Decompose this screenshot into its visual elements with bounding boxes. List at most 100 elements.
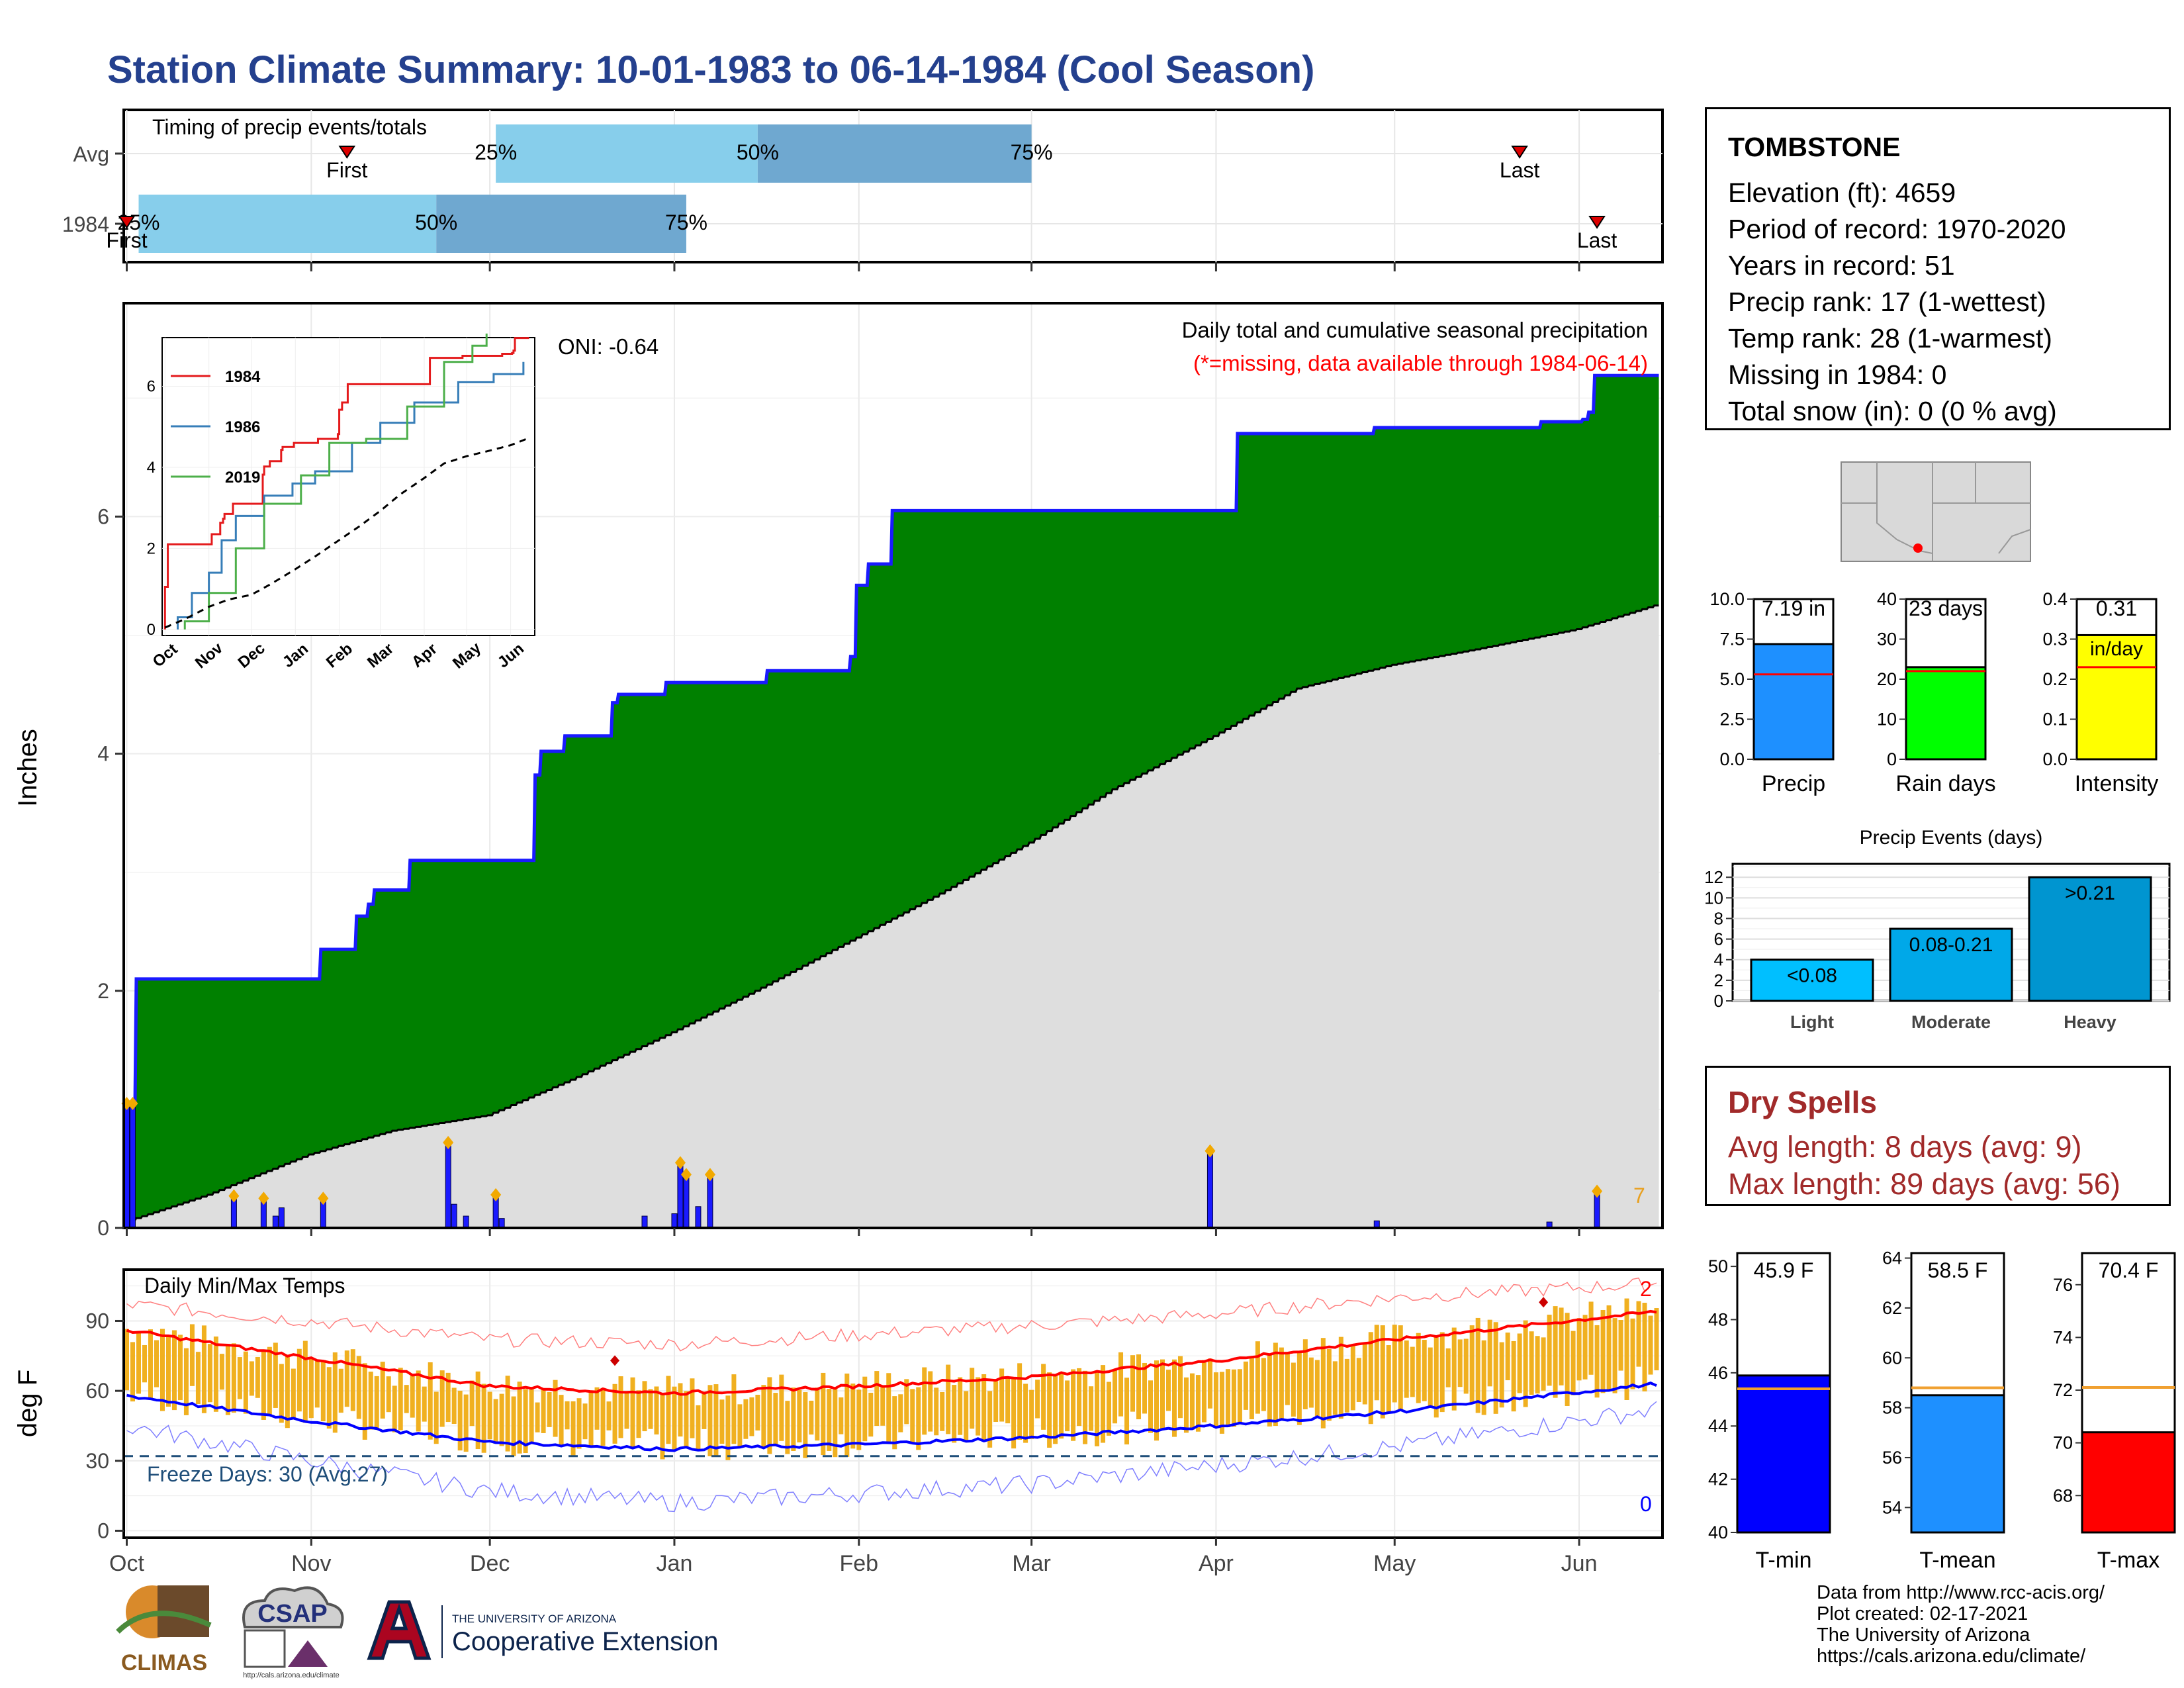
daily-temp-range-bar	[392, 1385, 397, 1432]
temp-summary-ytick-label: 62	[1882, 1298, 1902, 1318]
daily-temp-range-bar	[451, 1387, 457, 1425]
daily-temp-range-bar	[1326, 1348, 1332, 1421]
daily-temp-range-bar	[1011, 1378, 1017, 1449]
csap-logo: CSAP http://cals.arizona.edu/climate	[232, 1581, 351, 1680]
stat-ytick-label: 5.0	[1719, 669, 1745, 689]
daily-precip-bar	[695, 1206, 702, 1229]
daily-temp-range-bar	[553, 1380, 558, 1437]
daily-temp-range-bar	[261, 1350, 266, 1420]
events-bar	[2028, 876, 2152, 1002]
station-snow: Total snow (in): 0 (0 % avg)	[1728, 396, 2057, 426]
inset-avg-line	[164, 437, 529, 629]
daily-temp-range-bar	[1017, 1363, 1023, 1440]
daily-temp-range-bar	[946, 1364, 951, 1434]
daily-temp-range-bar	[1386, 1345, 1391, 1413]
events-category-label: Heavy	[2064, 1012, 2116, 1032]
daily-temp-range-bar	[255, 1356, 260, 1398]
daily-temp-range-bar	[678, 1383, 683, 1437]
daily-temp-range-bar	[1439, 1332, 1445, 1413]
daily-temp-range-bar	[624, 1391, 629, 1429]
daily-temp-range-bar	[1279, 1347, 1284, 1420]
daily-temp-range-bar	[1201, 1360, 1206, 1423]
record-min-line	[126, 1401, 1657, 1513]
daily-temp-range-bar	[356, 1356, 361, 1419]
daily-temp-range-bar	[1142, 1362, 1148, 1414]
temp-summary-label: T-min	[1756, 1548, 1812, 1573]
temp-xtick-label: Apr	[1199, 1551, 1234, 1576]
timing-bar-25-50	[496, 124, 758, 183]
daily-temp-range-bar	[1535, 1336, 1540, 1394]
record-temp-marker	[1539, 1297, 1549, 1308]
daily-temp-range-bar	[344, 1350, 349, 1407]
stat-ytick-label: 20	[1877, 669, 1897, 689]
temp-summary-ytick-label: 44	[1708, 1416, 1728, 1436]
daily-temp-range-bar	[1493, 1322, 1498, 1414]
daily-temp-range-bar	[535, 1402, 540, 1432]
record-temp-marker	[610, 1355, 620, 1366]
daily-temp-range-bar	[219, 1354, 224, 1390]
events-category-label: Moderate	[1911, 1012, 1991, 1032]
daily-temp-range-bar	[1559, 1307, 1564, 1385]
first-event-marker	[118, 216, 136, 229]
daily-temp-range-bar	[1350, 1344, 1355, 1411]
inset-series-line	[177, 361, 525, 630]
daily-temp-range-bar	[803, 1392, 808, 1458]
climas-logo-text: CLIMAS	[121, 1650, 207, 1675]
ua-logo-big: Cooperative Extension	[452, 1627, 718, 1656]
daily-precip-bar	[1206, 1150, 1213, 1229]
daily-temp-range-bar	[1588, 1301, 1594, 1375]
daily-temp-range-bar	[1261, 1358, 1266, 1411]
daily-temp-range-bar	[773, 1393, 778, 1446]
daily-temp-range-bar	[177, 1335, 183, 1401]
daily-temp-range-bar	[1362, 1343, 1367, 1405]
temp-summary-ytick-label: 56	[1882, 1448, 1902, 1468]
csap-logo-url: http://cals.arizona.edu/climate	[243, 1671, 340, 1679]
precip-ylabel: Inches	[13, 729, 42, 807]
page-title: Station Climate Summary: 10-01-1983 to 0…	[107, 48, 1315, 91]
daily-temp-range-bar	[976, 1377, 981, 1436]
temp-summary-ytick-label: 60	[1882, 1348, 1902, 1368]
timing-row-label: 1984	[62, 212, 109, 236]
daily-temp-range-bar	[499, 1393, 504, 1446]
daily-temp-range-bar	[779, 1374, 784, 1441]
daily-temp-range-bar	[1428, 1347, 1433, 1407]
daily-temp-range-bar	[612, 1383, 617, 1444]
daily-temp-range-bar	[183, 1348, 189, 1415]
temp-summary-ytick-label: 68	[2053, 1485, 2073, 1505]
daily-temp-range-bar	[570, 1401, 576, 1456]
daily-temp-range-bar	[1297, 1352, 1302, 1425]
daily-precip-bar	[278, 1207, 285, 1229]
timing-bar-25-50	[138, 195, 437, 253]
daily-temp-range-bar	[320, 1360, 326, 1422]
daily-temp-range-bar	[529, 1387, 534, 1444]
daily-temp-range-bar	[731, 1374, 737, 1444]
daily-temp-range-bar	[1344, 1358, 1349, 1413]
stat-bar-fill	[1905, 666, 1987, 761]
daily-temp-range-bar	[1511, 1340, 1516, 1412]
daily-temp-range-bar	[958, 1377, 963, 1435]
precip-annotation-missing: (*=missing, data available through 1984-…	[1193, 351, 1648, 375]
heavy-event-marker	[318, 1192, 329, 1205]
daily-temp-range-bar	[1029, 1389, 1034, 1439]
daily-temp-range-bar	[797, 1389, 802, 1442]
station-years: Years in record: 51	[1728, 250, 1955, 281]
daily-temp-range-bar	[487, 1391, 492, 1440]
daily-temp-range-bar	[940, 1391, 945, 1431]
daily-temp-range-bar	[690, 1378, 695, 1438]
temp-xtick-label: May	[1373, 1551, 1416, 1576]
daily-temp-range-bar	[231, 1343, 236, 1413]
daily-temp-range-bar	[386, 1376, 391, 1413]
daily-temp-range-bar	[148, 1329, 153, 1399]
daily-temp-range-bar	[922, 1367, 927, 1435]
temp-summary-ytick-label: 70	[2053, 1433, 2073, 1453]
daily-temp-range-bar	[565, 1401, 570, 1430]
record-max-line	[126, 1277, 1657, 1352]
timing-row-label: Avg	[73, 142, 109, 166]
temp-xtick-label: Nov	[291, 1551, 331, 1576]
daily-temp-range-bar	[713, 1384, 719, 1456]
daily-temp-range-bar	[404, 1385, 409, 1413]
temp-frame	[122, 1268, 1664, 1539]
daily-temp-range-bar	[1071, 1369, 1076, 1441]
freeze-label: Freeze Days: 30 (Avg:27)	[147, 1462, 388, 1486]
daily-temp-range-bar	[904, 1379, 909, 1425]
